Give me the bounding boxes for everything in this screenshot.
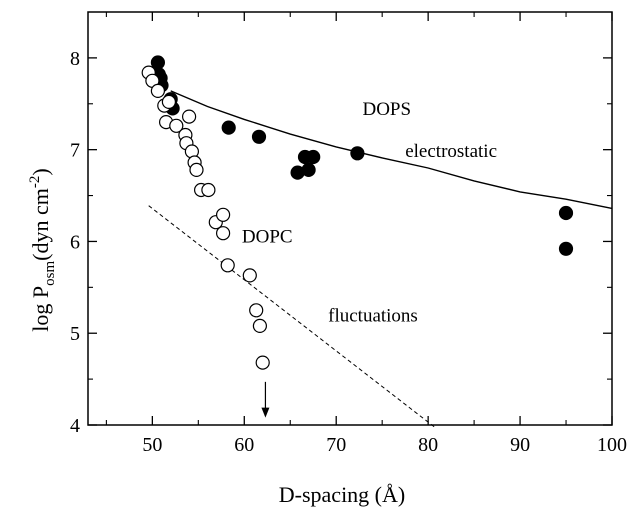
dopc-point: [216, 226, 231, 241]
y-tick-label: 6: [70, 231, 80, 253]
x-tick-label: 80: [418, 434, 438, 456]
dops-point: [306, 149, 321, 165]
y-tick-label: 7: [70, 140, 80, 162]
plot-area-border: [87, 11, 613, 426]
dops-point: [350, 146, 365, 161]
x-tick-label: 100: [597, 434, 627, 456]
dopc-point: [169, 118, 184, 133]
x-axis-label: D-spacing (Å): [279, 482, 405, 507]
annotations: DOPS electrostatic DOPC fluctuations: [242, 99, 497, 418]
dops-point: [558, 205, 574, 221]
data-points: [141, 55, 574, 370]
dopc-point: [189, 162, 204, 177]
dops-label: DOPS: [362, 99, 411, 120]
electrostatic-label: electrostatic: [405, 141, 497, 162]
dopc-point: [220, 258, 235, 273]
dopc-point: [255, 355, 270, 370]
y-tick-label: 8: [70, 48, 80, 70]
fluctuations-label: fluctuations: [328, 305, 418, 326]
dopc-point: [242, 268, 257, 283]
dops-point: [221, 120, 236, 135]
axis-ticks: 50 60 70 80 90 100 4 5 6 7 8: [70, 12, 627, 456]
plot-frame: [87, 11, 613, 426]
dopc-point: [216, 207, 231, 222]
y-tick-label: 4: [70, 415, 80, 437]
y-axis-label: log Posm(dyn cm-2): [27, 168, 58, 331]
dops-point: [251, 129, 267, 144]
dopc-point: [182, 109, 197, 124]
x-tick-label: 70: [326, 434, 346, 456]
dopc-point: [201, 182, 216, 198]
dopc-point: [150, 83, 165, 99]
dopc-label: DOPC: [242, 226, 293, 247]
y-tick-label: 5: [70, 323, 80, 345]
x-tick-label: 90: [510, 434, 530, 456]
arrow-head: [261, 407, 270, 418]
electrostatic-curve: [170, 90, 613, 210]
dops-point: [301, 162, 316, 177]
fit-curves: [148, 90, 613, 429]
x-tick-label: 50: [142, 434, 162, 456]
dops-point: [150, 55, 165, 70]
dopc-point: [252, 318, 267, 333]
fluctuations-curve: [148, 205, 436, 429]
dopc-point: [161, 94, 176, 110]
x-tick-label: 60: [234, 434, 254, 456]
dopc-point: [249, 303, 264, 318]
dops-point: [558, 241, 574, 256]
